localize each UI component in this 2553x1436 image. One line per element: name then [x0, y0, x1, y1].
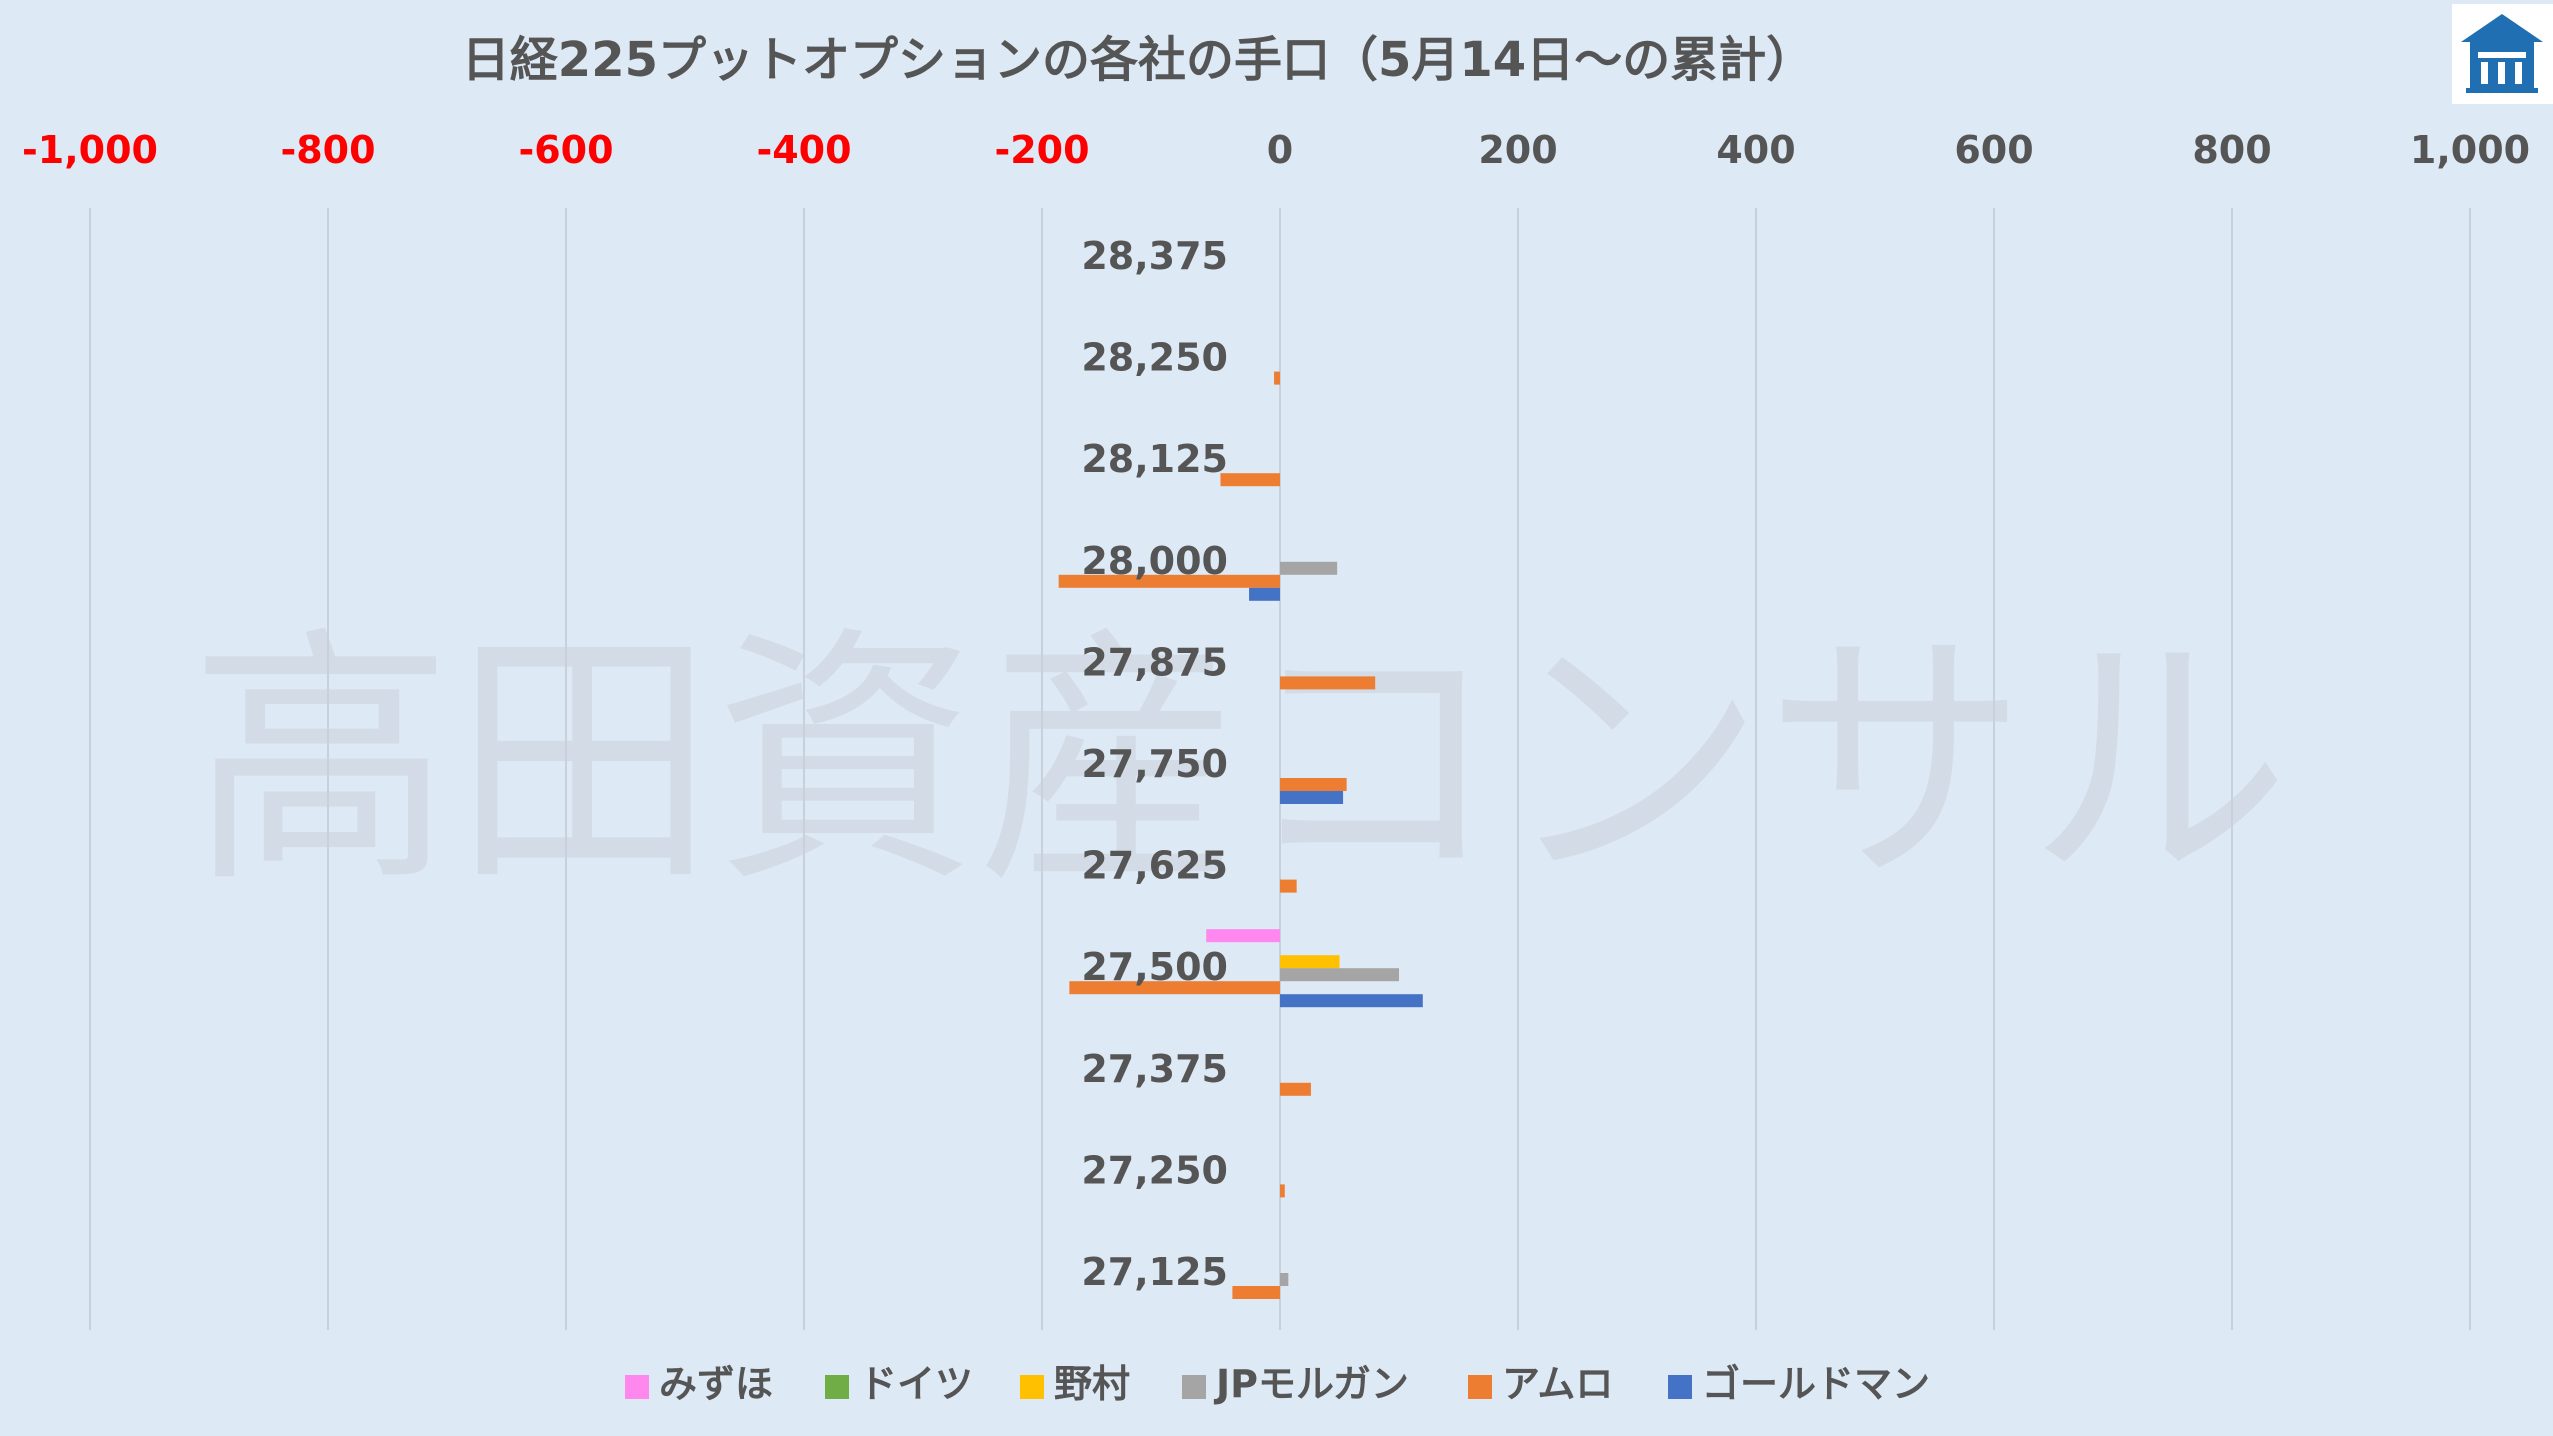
category-label: 27,250: [1081, 1148, 1228, 1192]
category-label: 28,250: [1081, 336, 1228, 380]
bar: [1280, 778, 1347, 791]
category-label: 27,625: [1081, 844, 1228, 888]
bar: [1280, 791, 1344, 804]
house-logo-icon: [2452, 4, 2553, 104]
x-tick-label: -600: [518, 128, 613, 172]
category-label: 27,500: [1081, 945, 1228, 989]
bar: [1058, 574, 1280, 588]
bar: [1280, 561, 1338, 575]
x-tick-label: 1,000: [2410, 128, 2530, 172]
legend-swatch: [1468, 1375, 1492, 1399]
legend-label: みずほ: [659, 1362, 773, 1406]
x-tick-label: 800: [2192, 128, 2271, 172]
x-tick-label: 400: [1716, 128, 1795, 172]
legend-swatch: [1182, 1375, 1206, 1399]
x-tick-label: 600: [1954, 128, 2033, 172]
category-label: 28,000: [1081, 539, 1228, 583]
legend-label: JPモルガン: [1213, 1362, 1409, 1406]
legend-swatch: [1668, 1375, 1692, 1399]
bar: [1280, 955, 1340, 969]
watermark-text: 高田資産コンサル: [190, 604, 2290, 919]
x-tick-label: -1,000: [22, 128, 158, 172]
gridlines: [89, 208, 2471, 1330]
bar: [1274, 371, 1280, 385]
category-labels: 28,375 28,250 28,125 28,000 27,875 27,750 27,6…: [1081, 234, 1228, 1294]
legend-label: 野村: [1054, 1362, 1130, 1406]
legend-swatch: [625, 1375, 649, 1399]
legend-label: アムロ: [1502, 1362, 1613, 1406]
legend: みずほ ドイツ 野村 JPモルガン アムロ ゴールドマン: [625, 1362, 1930, 1406]
category-label: 27,750: [1081, 742, 1228, 786]
bar: [1280, 1082, 1311, 1096]
bar: [1280, 968, 1399, 982]
category-label: 28,125: [1081, 437, 1228, 481]
x-tick-label: -800: [280, 128, 375, 172]
legend-swatch: [1020, 1375, 1044, 1399]
category-label: 27,875: [1081, 640, 1228, 684]
bar: [1206, 929, 1280, 943]
x-tick-labels: -1,000 -800 -600 -400 -200 0 200 400 600 800 1,000: [22, 128, 2530, 172]
x-tick-label: 200: [1478, 128, 1557, 172]
category-label: 27,375: [1081, 1047, 1228, 1091]
bar: [1280, 879, 1297, 893]
bar: [1232, 1286, 1280, 1299]
bar: [1280, 994, 1423, 1008]
bar: [1069, 981, 1280, 995]
category-label: 28,375: [1081, 234, 1228, 278]
legend-label: ドイツ: [859, 1362, 973, 1406]
bar: [1280, 1184, 1285, 1198]
bar: [1280, 676, 1376, 690]
x-tick-label: 0: [1267, 128, 1293, 172]
chart-title: 日経225プットオプションの各社の手口（5月14日～の累計）: [462, 32, 1814, 88]
bar: [1280, 1273, 1289, 1286]
bar: [1220, 473, 1280, 487]
legend-swatch: [825, 1375, 849, 1399]
bars: [1058, 371, 1423, 1299]
x-tick-label: -200: [994, 128, 1089, 172]
x-tick-label: -400: [756, 128, 851, 172]
legend-label: ゴールドマン: [1702, 1362, 1930, 1406]
category-label: 27,125: [1081, 1250, 1228, 1294]
bar: [1249, 587, 1280, 601]
